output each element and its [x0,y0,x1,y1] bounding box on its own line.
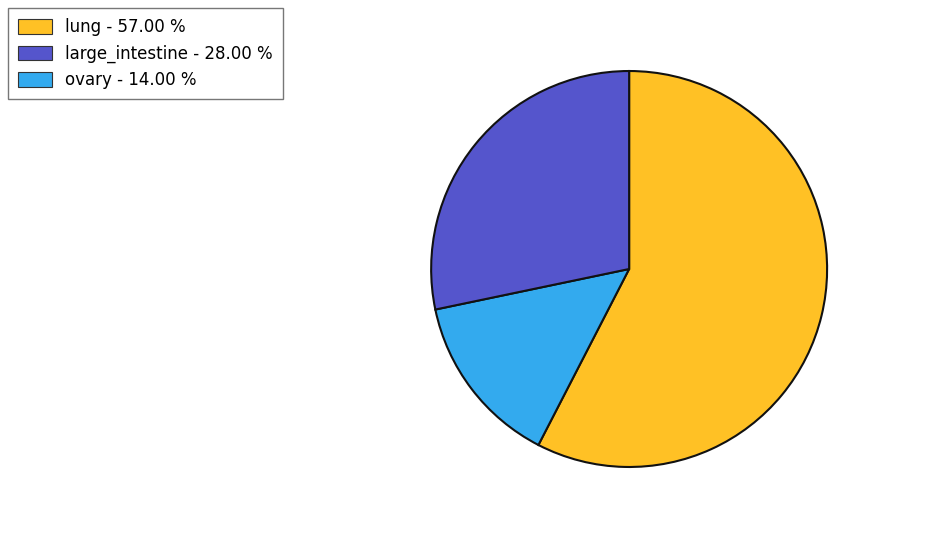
Wedge shape [538,71,827,467]
Wedge shape [431,71,629,309]
Wedge shape [436,269,629,445]
Legend: lung - 57.00 %, large_intestine - 28.00 %, ovary - 14.00 %: lung - 57.00 %, large_intestine - 28.00 … [8,8,283,100]
